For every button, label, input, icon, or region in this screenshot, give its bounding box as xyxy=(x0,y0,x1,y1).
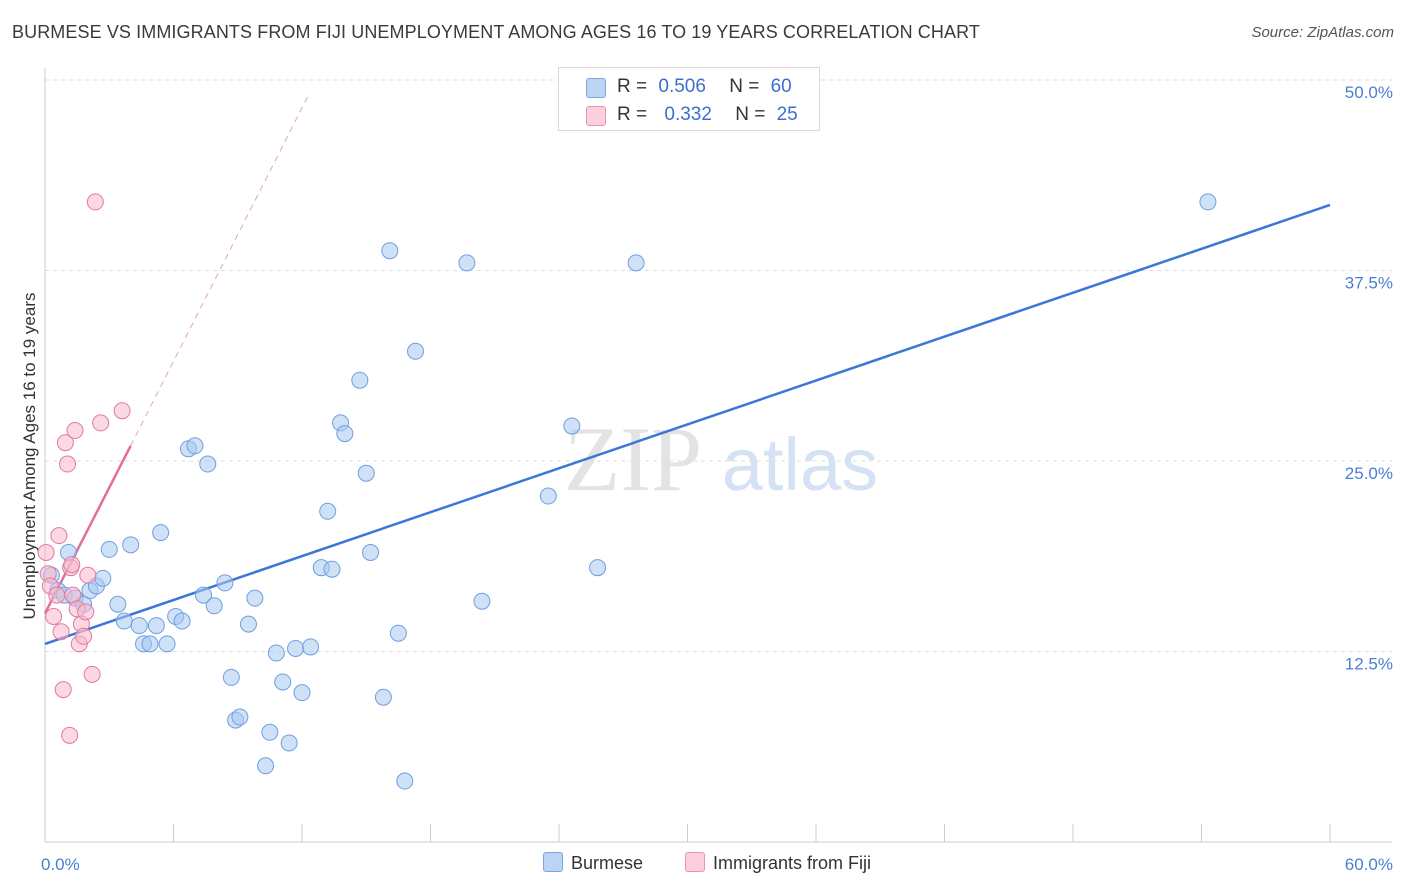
fiji-point xyxy=(83,665,101,683)
burmese-point xyxy=(389,624,407,642)
burmese-point xyxy=(141,635,159,653)
burmese-point xyxy=(458,254,476,272)
trend-lines xyxy=(43,95,1331,646)
legend-swatch-fiji xyxy=(586,106,606,126)
y-tick-label: 37.5% xyxy=(1345,274,1393,293)
n-value-burmese: 60 xyxy=(770,76,792,97)
burmese-point xyxy=(351,371,369,389)
x-tick-label: 60.0% xyxy=(1345,855,1393,874)
burmese-point xyxy=(100,540,118,558)
fiji-point xyxy=(54,681,72,699)
burmese-point xyxy=(267,644,285,662)
burmese-point xyxy=(357,464,375,482)
legend-text-burmese: R = 0.506 N = 60 xyxy=(617,76,792,97)
legend-row-burmese: R = 0.506 N = 60 xyxy=(559,74,819,102)
y-tick-label: 50.0% xyxy=(1345,83,1393,102)
fiji-point xyxy=(61,726,79,744)
data-points xyxy=(37,193,1217,790)
fiji-point xyxy=(52,623,70,641)
fiji-point xyxy=(113,402,131,420)
burmese-point xyxy=(205,597,223,615)
burmese-point xyxy=(407,342,425,360)
burmese-point xyxy=(194,586,212,604)
y-tick-label: 25.0% xyxy=(1345,464,1393,483)
burmese-point xyxy=(280,734,298,752)
burmese-point xyxy=(473,592,491,610)
bottom-legend-fiji: Immigrants from Fiji xyxy=(685,852,871,874)
gridlines xyxy=(45,79,1392,652)
source-label: Source: ZipAtlas.com xyxy=(1251,24,1394,41)
burmese-point xyxy=(362,543,380,561)
fiji-point xyxy=(75,627,93,645)
burmese-point xyxy=(302,638,320,656)
burmese-point xyxy=(246,589,264,607)
legend-text-fiji: R = 0.332 N = 25 xyxy=(617,104,798,125)
burmese-point xyxy=(152,524,170,542)
burmese-point xyxy=(374,688,392,706)
legend-swatch-burmese xyxy=(586,78,606,98)
bottom-swatch-fiji xyxy=(685,852,705,872)
fiji-point xyxy=(56,434,74,452)
burmese-point xyxy=(147,617,165,635)
burmese-point xyxy=(115,612,133,630)
burmese-point xyxy=(122,536,140,554)
burmese-point xyxy=(287,639,305,657)
axes xyxy=(44,68,1392,843)
burmese-point xyxy=(381,242,399,260)
chart-title: BURMESE VS IMMIGRANTS FROM FIJI UNEMPLOY… xyxy=(12,22,980,42)
legend-row-fiji: R = 0.332 N = 25 xyxy=(559,102,819,130)
burmese-point xyxy=(396,772,414,790)
r-value-fiji: 0.332 xyxy=(664,104,712,125)
tick-labels: 12.5% 25.0% 37.5% 50.0% 0.0% 60.0% xyxy=(41,83,1393,874)
burmese-point xyxy=(539,487,557,505)
burmese-point xyxy=(336,425,354,443)
fiji-point xyxy=(63,556,81,574)
r-value-burmese: 0.506 xyxy=(658,76,706,97)
fiji-point xyxy=(37,543,55,561)
watermark-atlas: atlas xyxy=(722,423,878,506)
burmese-point xyxy=(199,455,217,473)
n-value-fiji: 25 xyxy=(776,104,798,125)
fiji-point xyxy=(92,414,110,432)
burmese-point xyxy=(186,437,204,455)
burmese-point xyxy=(1199,193,1217,211)
burmese-point xyxy=(130,617,148,635)
fiji-point xyxy=(86,193,104,211)
fiji-point xyxy=(45,607,63,625)
correlation-legend: R = 0.506 N = 60 R = 0.332 N = 25 xyxy=(558,67,820,131)
watermark: ZIP atlas xyxy=(564,408,878,510)
burmese-point xyxy=(158,635,176,653)
fiji-point xyxy=(48,586,66,604)
x-tick-label: 0.0% xyxy=(41,855,80,874)
bottom-swatch-burmese xyxy=(543,852,563,872)
fiji-point xyxy=(79,566,97,584)
fiji-point xyxy=(50,527,68,545)
burmese-point xyxy=(173,612,191,630)
burmese-point xyxy=(109,595,127,613)
burmese-point xyxy=(323,560,341,578)
burmese-point xyxy=(563,417,581,435)
burmese-point xyxy=(94,569,112,587)
burmese-point xyxy=(261,723,279,741)
fiji-point xyxy=(66,422,84,440)
burmese-point xyxy=(257,757,275,775)
burmese-point xyxy=(293,684,311,702)
burmese-point xyxy=(239,615,257,633)
burmese-point xyxy=(274,673,292,691)
burmese-point xyxy=(319,502,337,520)
y-tick-label: 12.5% xyxy=(1345,655,1393,674)
burmese-point xyxy=(216,574,234,592)
burmese-point xyxy=(627,254,645,272)
fiji-point xyxy=(58,455,76,473)
burmese-trend-line xyxy=(44,203,1331,646)
burmese-point xyxy=(231,708,249,726)
burmese-point xyxy=(589,559,607,577)
burmese-point xyxy=(222,668,240,686)
fiji-point xyxy=(77,603,95,621)
bottom-legend-burmese: Burmese xyxy=(543,852,643,874)
